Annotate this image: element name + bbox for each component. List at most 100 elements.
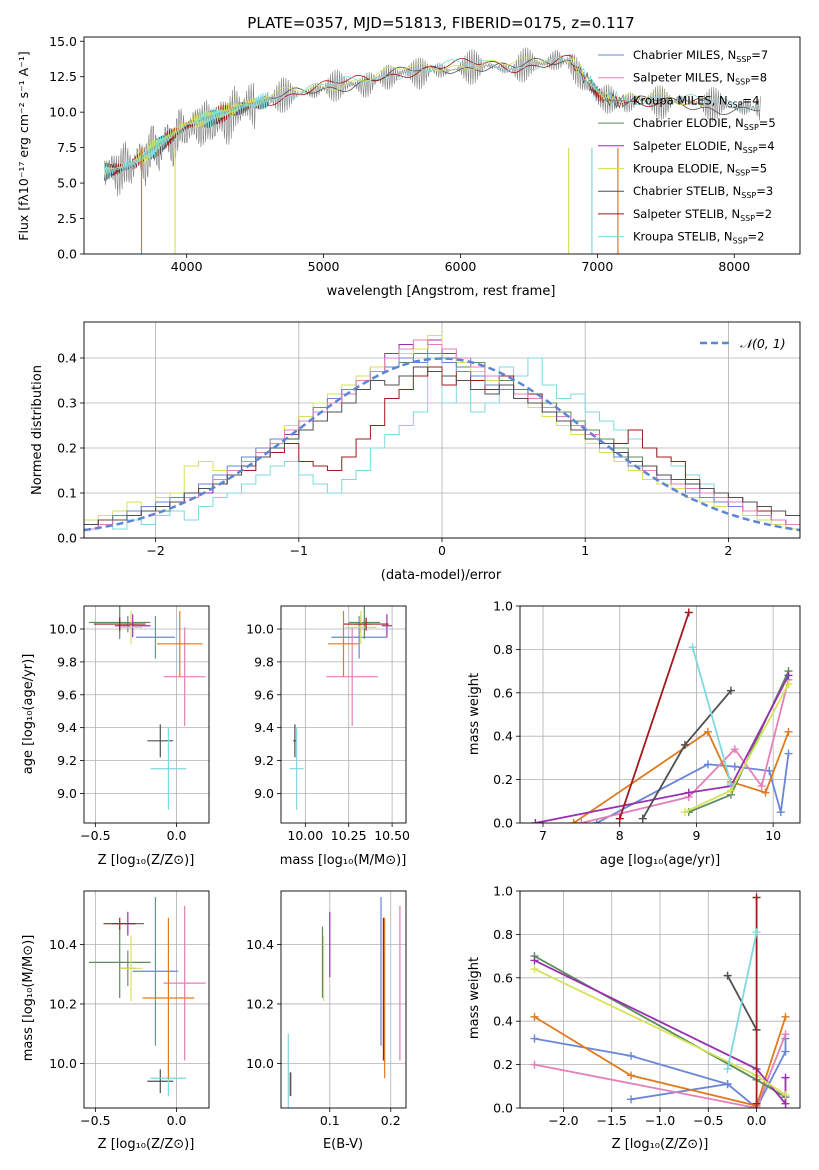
- weight-marker: [784, 680, 793, 689]
- weight-marker: [615, 814, 624, 823]
- y-tick-label: 0.8: [493, 642, 513, 657]
- mass-vs-ebv-xlabel: E(B-V): [323, 1137, 363, 1152]
- x-tick-label: 6000: [445, 259, 477, 274]
- legend-entry: Chabrier ELODIE, NSSP=5: [633, 116, 776, 132]
- weight-marker: [765, 766, 774, 775]
- y-tick-label: 9.6: [254, 687, 274, 702]
- weight-line: [535, 674, 790, 823]
- y-tick-label: 0.2: [493, 772, 513, 787]
- y-tick-label: 15.0: [49, 34, 77, 49]
- y-tick-label: 9.2: [254, 753, 274, 768]
- weight-marker: [726, 686, 735, 695]
- mw-vs-age-xlabel: age [log₁₀(age/yr)]: [600, 853, 721, 868]
- y-tick-label: 0.4: [493, 1014, 513, 1029]
- weight-marker: [592, 819, 601, 823]
- x-tick-label: 8000: [718, 259, 750, 274]
- weight-marker: [688, 643, 697, 652]
- weight-marker: [781, 1099, 790, 1108]
- weight-line: [534, 1033, 787, 1108]
- weight-marker: [638, 814, 647, 823]
- weight-marker: [752, 928, 761, 937]
- x-tick-label: 2: [724, 543, 732, 558]
- y-tick-label: 0.0: [493, 816, 513, 831]
- y-tick-label: 9.4: [57, 720, 77, 735]
- weight-marker: [627, 1051, 636, 1060]
- y-tick-label: 10.0: [49, 622, 77, 637]
- weight-marker: [530, 1012, 539, 1021]
- y-tick-label: 10.2: [49, 996, 77, 1011]
- x-tick-label: 8: [616, 828, 624, 843]
- y-tick-label: 2.5: [57, 211, 77, 226]
- weight-marker: [752, 893, 761, 902]
- y-tick-label: 0.4: [493, 729, 513, 744]
- weight-marker: [781, 1047, 790, 1056]
- axes-frame: [519, 890, 801, 1109]
- legend-entry: Salpeter STELIB, NSSP=2: [633, 207, 772, 223]
- error-bars: [88, 606, 206, 810]
- y-tick-label: 10.0: [246, 1056, 274, 1071]
- axes-frame: [83, 321, 801, 539]
- legend-entry: 𝒩(0, 1): [740, 336, 786, 351]
- mw-vs-age-ylabel: mass weight: [467, 673, 482, 755]
- residuals-xlabel: (data-model)/error: [381, 568, 502, 583]
- weight-marker: [784, 671, 793, 680]
- x-tick-label: 10.25: [331, 828, 367, 843]
- x-tick-label: −0.5: [693, 1113, 723, 1128]
- weight-marker: [781, 1030, 790, 1039]
- y-tick-label: 10.4: [49, 937, 77, 952]
- residuals-panel: −2 −1 0 1 2 0.0 0.1 0.2 0.3 0.4 𝒩(0, 1): [57, 321, 801, 558]
- weight-marker: [730, 762, 739, 771]
- x-tick-label: −1.5: [597, 1113, 627, 1128]
- residuals-ylabel: Normed distribution: [30, 365, 45, 495]
- histogram-step: [84, 366, 800, 538]
- weight-marker: [726, 779, 735, 788]
- age-vs-metallicity-panel: −0.5 0.0 9.0 9.2 9.4 9.6 9.8 10.0: [49, 605, 210, 843]
- error-bars: [289, 606, 393, 810]
- weight-marker: [530, 956, 539, 965]
- weight-marker: [627, 1095, 636, 1104]
- y-tick-label: 0.0: [57, 247, 77, 262]
- axes-frame: [280, 890, 407, 1109]
- mass-weight-vs-age-panel: 7 8 9 10 0.0 0.2 0.4 0.6 0.8 1.0: [493, 599, 801, 843]
- weight-marker: [703, 727, 712, 736]
- legend-entry: Kroupa MILES, NSSP=4: [633, 93, 759, 109]
- y-tick-label: 1.0: [493, 884, 513, 899]
- weight-lines: [531, 608, 793, 823]
- y-tick-label: 0.4: [57, 351, 77, 366]
- histogram-step: [84, 335, 800, 538]
- weight-marker: [627, 1071, 636, 1080]
- weight-line: [691, 646, 732, 785]
- y-tick-label: 0.2: [57, 441, 77, 456]
- x-tick-label: 0.2: [381, 1113, 401, 1128]
- weight-marker: [761, 788, 770, 797]
- weight-line: [534, 1016, 787, 1107]
- axes-frame: [280, 605, 407, 824]
- spectrum-line: [104, 55, 705, 176]
- y-tick-label: 0.0: [493, 1101, 513, 1116]
- spectrum-lines: [104, 47, 761, 254]
- spectrum-xlabel: wavelength [Angstrom, rest frame]: [327, 284, 556, 299]
- weight-marker: [730, 745, 739, 754]
- age-vs-mass-xlabel: mass [log₁₀(M/M⊙)]: [280, 853, 407, 868]
- spectrum-panel: 4000 5000 6000 7000 8000 0.0 2.5 5.0 7.5 10.0 12.5…: [49, 34, 801, 274]
- x-tick-label: 0: [438, 543, 446, 558]
- x-tick-label: 5000: [308, 259, 340, 274]
- legend-entry: Salpeter MILES, NSSP=8: [633, 71, 767, 87]
- weight-marker: [684, 788, 693, 797]
- x-tick-label: 0.0: [747, 1113, 767, 1128]
- y-tick-label: 9.8: [254, 654, 274, 669]
- weight-marker: [781, 1073, 790, 1082]
- x-tick-label: −1.0: [645, 1113, 675, 1128]
- y-tick-label: 0.2: [493, 1057, 513, 1072]
- weight-marker: [723, 971, 732, 980]
- weight-line: [618, 612, 690, 819]
- weight-marker: [577, 819, 586, 823]
- spectrum-ylabel: Flux [fλ10⁻¹⁷ erg cm⁻² s⁻¹ A⁻¹]: [16, 51, 31, 240]
- x-tick-label: 0.0: [167, 1113, 187, 1128]
- mass-weight-vs-metallicity-panel: −2.0 −1.5 −1.0 −0.5 0.0 0.0 0.2 0.4 0.6 0.8 1.0: [493, 884, 801, 1128]
- mw-vs-z-ylabel: mass weight: [467, 957, 482, 1039]
- weight-marker: [781, 1012, 790, 1021]
- y-tick-label: 1.0: [493, 599, 513, 614]
- x-tick-label: −0.5: [80, 1113, 110, 1128]
